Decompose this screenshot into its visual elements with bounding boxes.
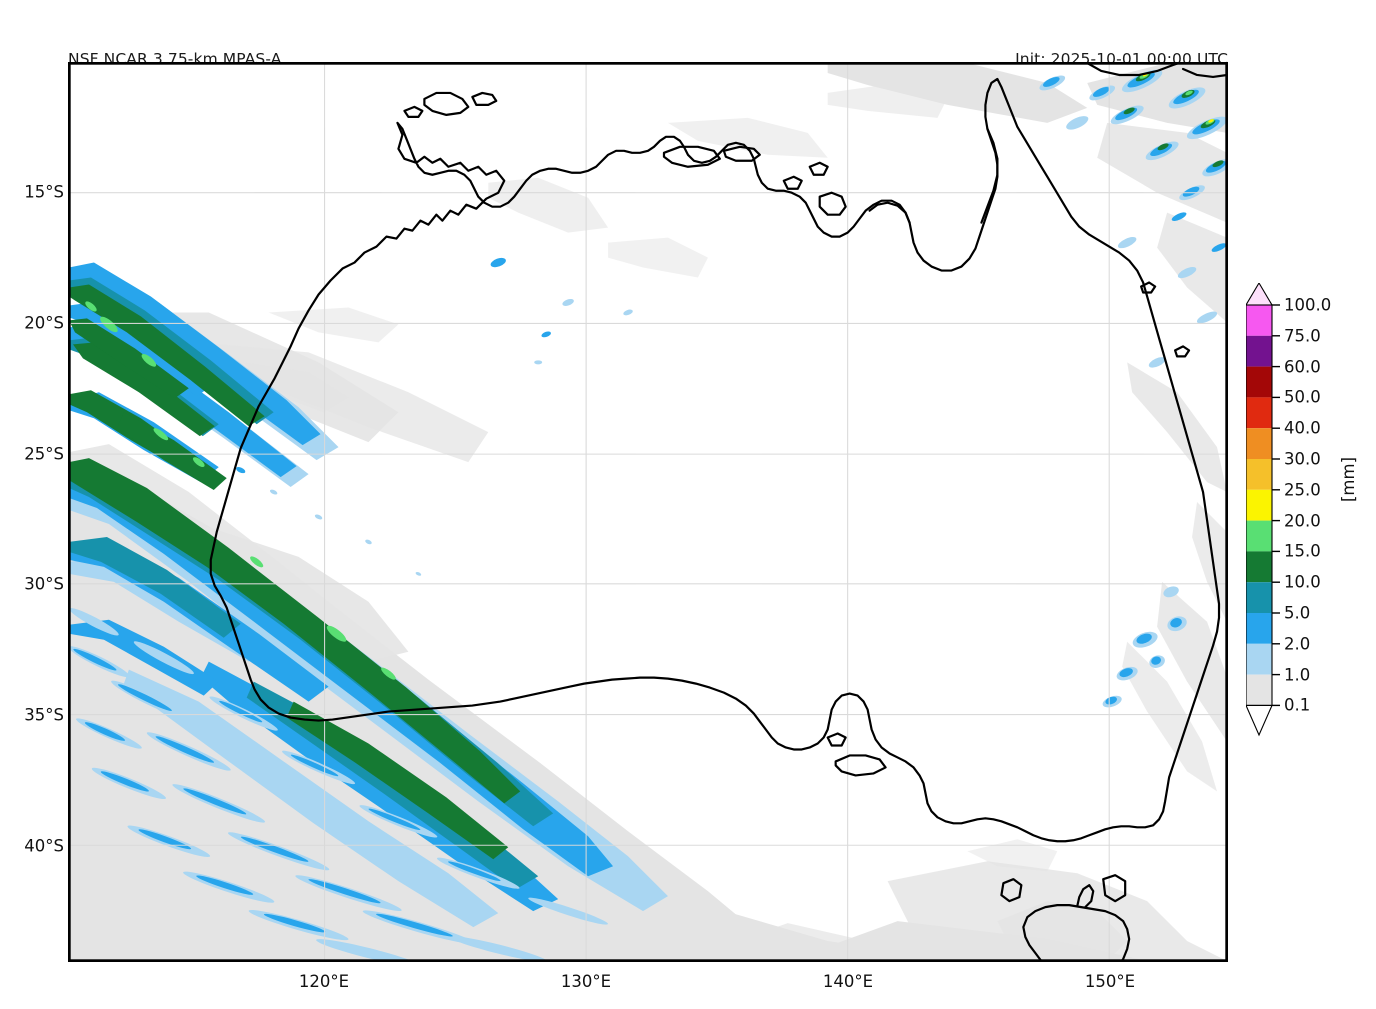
colorbar-tick-50: 50.0 bbox=[1284, 387, 1321, 407]
colorbar-tick-10: 10.0 bbox=[1284, 572, 1321, 592]
lat-tick-40s: 40°S bbox=[24, 836, 64, 856]
graticule-gridlines bbox=[69, 63, 1227, 961]
colorbar-tick-5: 5.0 bbox=[1284, 603, 1311, 623]
map-plot-area bbox=[68, 62, 1228, 962]
colorbar-tick-75: 75.0 bbox=[1284, 326, 1321, 346]
coastline-overlay bbox=[209, 63, 1227, 961]
lat-tick-20s: 20°S bbox=[24, 313, 64, 333]
lat-tick-15s: 15°S bbox=[24, 182, 64, 202]
colorbar: 100.0 75.0 60.0 50.0 40.0 30.0 25.0 20.0… bbox=[1246, 283, 1376, 748]
colorbar-tick-60: 60.0 bbox=[1284, 357, 1321, 377]
isolated-precip-cells-interior bbox=[236, 257, 633, 576]
rainband-northwest-offshore bbox=[69, 262, 339, 488]
lat-tick-30s: 30°S bbox=[24, 574, 64, 594]
map-canvas bbox=[69, 63, 1227, 961]
colorbar-tick-1: 1.0 bbox=[1284, 665, 1311, 685]
colorbar-tick-15: 15.0 bbox=[1284, 541, 1321, 561]
lon-tick-130e: 130°E bbox=[560, 972, 612, 991]
colorbar-swatches bbox=[1246, 283, 1280, 737]
colorbar-tick-0p1: 0.1 bbox=[1284, 695, 1311, 715]
colorbar-tick-2: 2.0 bbox=[1284, 634, 1311, 654]
lat-tick-25s: 25°S bbox=[24, 444, 64, 464]
colorbar-tick-40: 40.0 bbox=[1284, 418, 1321, 438]
colorbar-tick-30: 30.0 bbox=[1284, 449, 1321, 469]
lat-tick-35s: 35°S bbox=[24, 705, 64, 725]
lon-tick-150e: 150°E bbox=[1084, 972, 1136, 991]
colorbar-tick-100: 100.0 bbox=[1284, 295, 1332, 315]
colorbar-axis-title: [mm] bbox=[1339, 456, 1359, 503]
lon-tick-120e: 120°E bbox=[298, 972, 350, 991]
colorbar-tick-20: 20.0 bbox=[1284, 511, 1321, 531]
coastal-showers-east bbox=[1102, 586, 1187, 708]
colorbar-tick-25: 25.0 bbox=[1284, 480, 1321, 500]
lon-tick-140e: 140°E bbox=[822, 972, 874, 991]
light-precip-streaks-southwest bbox=[69, 608, 609, 961]
